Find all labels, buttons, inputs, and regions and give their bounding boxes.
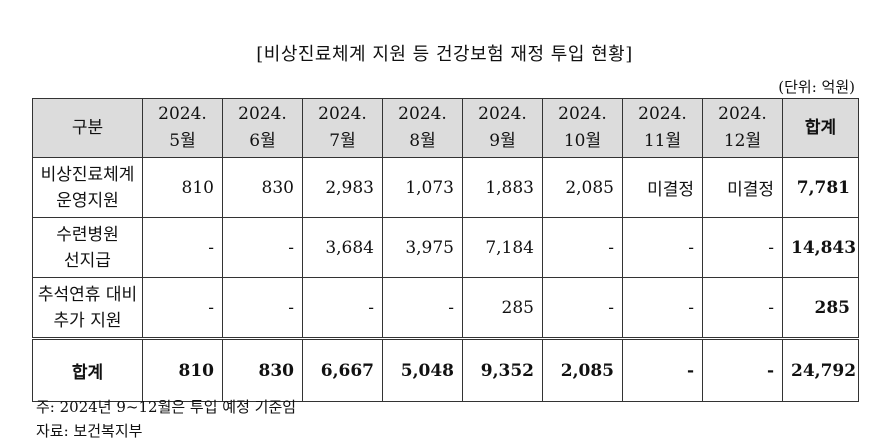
header-month: 2024. 12월 xyxy=(702,98,783,158)
table-cell: - xyxy=(542,217,623,278)
row-total: 14,843 xyxy=(782,217,859,278)
table-cell: 810 xyxy=(142,157,223,218)
table-row: 비상진료체계 운영지원 810 830 2,983 1,073 1,883 2,0… xyxy=(32,157,859,218)
table-cell: - xyxy=(222,277,303,339)
source-note: 자료: 보건복지부 xyxy=(36,422,143,440)
sum-cell: 5,048 xyxy=(382,337,463,402)
table-cell: 3,975 xyxy=(382,217,463,278)
table-cell: 미결정 xyxy=(702,157,783,218)
table-cell: - xyxy=(622,217,703,278)
unit-label: (단위: 억원) xyxy=(778,78,855,96)
sum-row: 합계 810 830 6,667 5,048 9,352 2,085 - - 2… xyxy=(32,337,859,402)
row-total: 285 xyxy=(782,277,859,339)
row-label: 추석연휴 대비 추가 지원 xyxy=(32,277,143,339)
sum-cell: 2,085 xyxy=(542,337,623,402)
table-cell: - xyxy=(622,277,703,339)
table-cell: 1,883 xyxy=(462,157,543,218)
header-month: 2024. 8월 xyxy=(382,98,463,158)
sum-cell: 9,352 xyxy=(462,337,543,402)
table-cell: 285 xyxy=(462,277,543,339)
header-month: 2024. 7월 xyxy=(302,98,383,158)
table-title: [비상진료체계 지원 등 건강보험 재정 투입 현황] xyxy=(256,44,633,65)
header-month: 2024. 5월 xyxy=(142,98,223,158)
header-row: 구분 2024. 5월 2024. 6월 2024. 7월 2024. 8월 2024.… xyxy=(32,98,859,158)
table-cell: - xyxy=(222,217,303,278)
table-cell: 2,085 xyxy=(542,157,623,218)
sum-cell: - xyxy=(702,337,783,402)
table-cell: 830 xyxy=(222,157,303,218)
header-total: 합계 xyxy=(782,98,859,158)
sum-label: 합계 xyxy=(32,337,143,402)
row-label: 수련병원 선지급 xyxy=(32,217,143,278)
footnote: 주: 2024년 9~12월은 투입 예정 기준임 xyxy=(36,398,297,416)
table-cell: 1,073 xyxy=(382,157,463,218)
grand-total: 24,792 xyxy=(782,337,859,402)
table-row: 수련병원 선지급 - - 3,684 3,975 7,184 - - - 14,8… xyxy=(32,217,859,278)
sum-cell: 6,667 xyxy=(302,337,383,402)
insurance-funding-table: 구분 2024. 5월 2024. 6월 2024. 7월 2024. 8월 2024.… xyxy=(32,98,859,402)
header-month: 2024. 10월 xyxy=(542,98,623,158)
table-cell: - xyxy=(382,277,463,339)
table-cell: - xyxy=(142,277,223,339)
table-cell: - xyxy=(542,277,623,339)
table-cell: 2,983 xyxy=(302,157,383,218)
sum-cell: 830 xyxy=(222,337,303,402)
table-cell: 3,684 xyxy=(302,217,383,278)
row-label: 비상진료체계 운영지원 xyxy=(32,157,143,218)
header-category: 구분 xyxy=(32,98,143,158)
table-cell: - xyxy=(302,277,383,339)
header-month: 2024. 6월 xyxy=(222,98,303,158)
table-row: 추석연휴 대비 추가 지원 - - - - 285 - - - 285 xyxy=(32,277,859,339)
table-cell: 미결정 xyxy=(622,157,703,218)
row-total: 7,781 xyxy=(782,157,859,218)
sum-cell: 810 xyxy=(142,337,223,402)
sum-cell: - xyxy=(622,337,703,402)
table-cell: - xyxy=(142,217,223,278)
table-cell: 7,184 xyxy=(462,217,543,278)
table-cell: - xyxy=(702,277,783,339)
header-month: 2024. 11월 xyxy=(622,98,703,158)
header-month: 2024. 9월 xyxy=(462,98,543,158)
table-cell: - xyxy=(702,217,783,278)
